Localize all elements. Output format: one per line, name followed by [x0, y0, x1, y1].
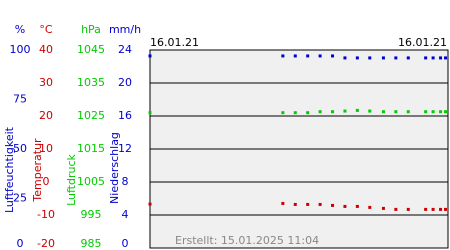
data-point [281, 201, 285, 205]
data-point [424, 56, 428, 60]
data-point [431, 110, 435, 114]
data-point [394, 207, 398, 211]
y-tick-label: 30 [39, 76, 53, 89]
axis-title: Luftfeuchtigkeit [3, 126, 16, 213]
created-note: Erstellt: 15.01.2025 11:04 [175, 234, 319, 247]
data-point [444, 56, 448, 60]
axis-title: Niederschlag [108, 132, 121, 204]
y-tick-label: 995 [81, 208, 102, 221]
data-point [424, 110, 428, 114]
y-tick-label: 1015 [77, 142, 105, 155]
y-tick-label: 1045 [77, 43, 105, 56]
y-tick-label: 20 [118, 76, 132, 89]
y-tick-label: 12 [118, 142, 132, 155]
y-tick-label: 16 [118, 109, 132, 122]
y-tick-label: 4 [122, 208, 129, 221]
axis-title: Luftdruck [65, 153, 78, 205]
data-point [355, 204, 359, 208]
y-tick-label: 20 [39, 109, 53, 122]
y-tick-label: 0 [17, 237, 24, 250]
data-point [306, 111, 310, 115]
y-tick-label: 24 [118, 43, 132, 56]
data-point [331, 203, 335, 207]
data-point [355, 108, 359, 112]
y-tick-label: -20 [37, 237, 55, 250]
data-point [306, 54, 310, 58]
y-tick-label: 75 [13, 93, 27, 106]
data-point [293, 111, 297, 115]
data-point [406, 56, 410, 60]
data-point [444, 207, 448, 211]
data-point [355, 56, 359, 60]
y-tick-label: -10 [37, 208, 55, 221]
date-right: 16.01.21 [398, 36, 447, 49]
y-tick-label: 40 [39, 43, 53, 56]
y-tick-label: 100 [10, 43, 31, 56]
data-point [343, 56, 347, 60]
y-tick-label: 985 [81, 237, 102, 250]
data-point [281, 111, 285, 115]
y-tick-label: 1005 [77, 175, 105, 188]
data-point [306, 202, 310, 206]
date-left: 16.01.21 [150, 36, 199, 49]
data-point [293, 54, 297, 58]
y-tick-label: 10 [39, 142, 53, 155]
data-point [148, 54, 152, 58]
data-point [368, 205, 372, 209]
y-tick-label: 8 [122, 175, 129, 188]
data-point [148, 202, 152, 206]
data-point [406, 110, 410, 114]
data-point [381, 56, 385, 60]
data-point [293, 202, 297, 206]
data-point [381, 110, 385, 114]
data-point [318, 202, 322, 206]
data-point [343, 109, 347, 113]
data-point [439, 110, 443, 114]
data-point [431, 207, 435, 211]
data-point [406, 207, 410, 211]
data-point [343, 204, 347, 208]
axis-unit: °C [39, 23, 53, 36]
data-point [424, 207, 428, 211]
y-tick-label: 50 [13, 142, 27, 155]
y-tick-label: 25 [13, 192, 27, 205]
data-point [394, 110, 398, 114]
y-tick-label: 0 [122, 237, 129, 250]
axis-title: Temperatur [31, 138, 44, 203]
data-point [368, 56, 372, 60]
y-tick-label: 1035 [77, 76, 105, 89]
data-point [318, 54, 322, 58]
data-point [444, 110, 448, 114]
data-point [381, 206, 385, 210]
axis-unit: hPa [81, 23, 101, 36]
y-tick-label: 1025 [77, 109, 105, 122]
y-tick-label: 0 [43, 175, 50, 188]
data-point [331, 110, 335, 114]
data-point [281, 54, 285, 58]
data-point [431, 56, 435, 60]
axis-unit: % [15, 23, 25, 36]
data-point [368, 109, 372, 113]
axis-unit: mm/h [109, 23, 141, 36]
data-point [148, 111, 152, 115]
data-point [439, 207, 443, 211]
data-point [439, 56, 443, 60]
data-point [394, 56, 398, 60]
data-point [331, 54, 335, 58]
data-point [318, 110, 322, 114]
